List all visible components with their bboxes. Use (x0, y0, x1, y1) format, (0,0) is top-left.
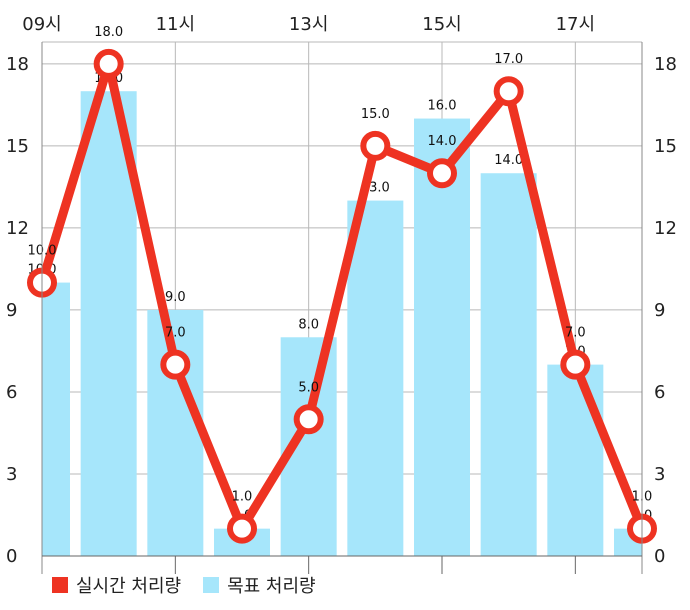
line-point (293, 404, 324, 435)
bar-label: 14.0 (494, 153, 523, 168)
y-tick-right: 15 (654, 136, 677, 157)
legend-item-realtime: 실시간 처리량 (52, 572, 181, 598)
legend-swatch-target (203, 577, 220, 593)
legend-label-target: 목표 처리량 (227, 576, 316, 597)
axes: 0 0 3 3 6 6 9 9 12 12 15 15 18 18 09시 11시 13시 15시 17시 (6, 14, 677, 574)
bars (42, 91, 642, 556)
y-tick-right: 12 (654, 218, 677, 239)
y-tick-right: 18 (654, 54, 677, 75)
bar (480, 173, 537, 556)
line-label: 17.0 (494, 52, 523, 67)
x-tick-label: 15시 (422, 14, 461, 35)
y-tick-right: 9 (654, 300, 665, 321)
bar (42, 282, 70, 556)
line-point (160, 349, 191, 380)
line-label: 15.0 (361, 107, 390, 122)
line-point (93, 48, 124, 79)
y-tick-left: 18 (6, 54, 29, 75)
line-label: 7.0 (165, 326, 186, 341)
line-labels: 10.018.07.01.05.015.014.017.07.01.0 (28, 25, 653, 505)
line-point (360, 130, 391, 161)
bar (414, 118, 470, 556)
legend-label-realtime: 실시간 처리량 (76, 576, 182, 597)
line-series (27, 48, 657, 544)
y-tick-left: 3 (6, 464, 17, 485)
line-label: 18.0 (94, 25, 123, 40)
y-tick-right: 6 (654, 382, 665, 403)
y-tick-right: 0 (654, 546, 665, 567)
line-point (427, 158, 457, 189)
line-label: 14.0 (428, 134, 457, 149)
series-line (37, 59, 647, 534)
y-tick-left: 6 (6, 382, 17, 403)
legend-swatch-realtime (52, 577, 68, 593)
x-tick-label: 13시 (289, 14, 328, 35)
line-point (493, 76, 524, 107)
legend-item-target: 목표 처리량 (203, 572, 316, 598)
legend: 실시간 처리량 목표 처리량 (52, 572, 338, 598)
line-label: 1.0 (232, 490, 253, 505)
y-tick-left: 9 (6, 300, 17, 321)
y-tick-left: 0 (6, 546, 17, 567)
bar-label: 16.0 (428, 99, 457, 114)
y-tick-left: 15 (6, 136, 29, 157)
bar (347, 200, 404, 556)
line-label: 7.0 (565, 326, 586, 341)
line-label: 5.0 (298, 380, 319, 395)
line-point (227, 513, 257, 544)
x-tick-label: 11시 (156, 14, 195, 35)
x-tick-label: 17시 (556, 14, 595, 35)
bar-label: 9.0 (165, 290, 186, 305)
x-tick-label: 09시 (22, 14, 61, 35)
bar-label: 8.0 (298, 317, 319, 332)
line-point (560, 349, 591, 380)
y-tick-right: 3 (654, 464, 665, 485)
bar (547, 364, 604, 556)
y-tick-left: 12 (6, 218, 29, 239)
